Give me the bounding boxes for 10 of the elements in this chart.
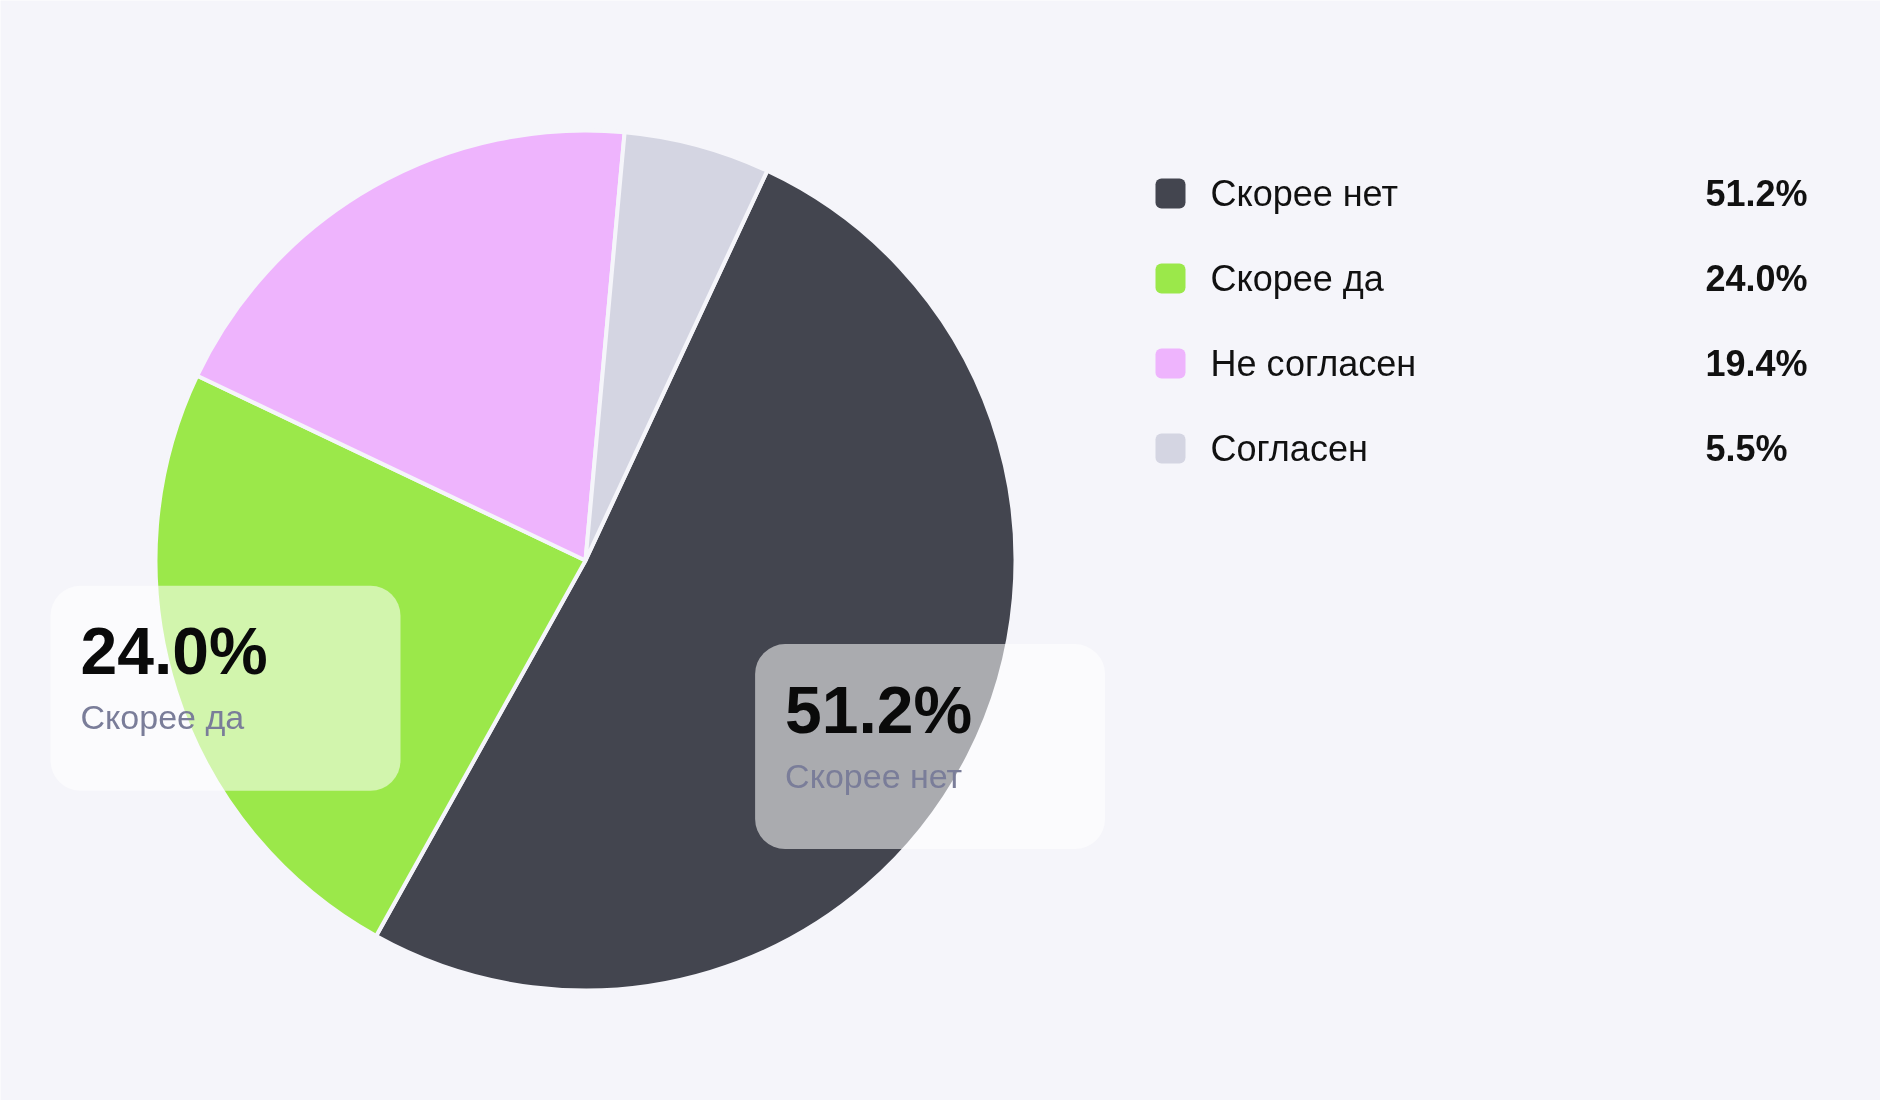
legend-label: Не согласен bbox=[1210, 343, 1417, 384]
data-label: 5.5% bbox=[1705, 428, 1788, 469]
legend-label: Согласен bbox=[1210, 428, 1368, 469]
text: 51.2% bbox=[1705, 173, 1808, 214]
data-label: 51.2% bbox=[785, 672, 973, 747]
data-label: 19.4% bbox=[1705, 343, 1808, 384]
data-label: 24.0% bbox=[80, 614, 268, 689]
legend-label: Скорее нет bbox=[1210, 173, 1398, 214]
legend-label: Скорее да bbox=[1210, 258, 1385, 299]
text: 24.0% bbox=[1705, 258, 1808, 299]
